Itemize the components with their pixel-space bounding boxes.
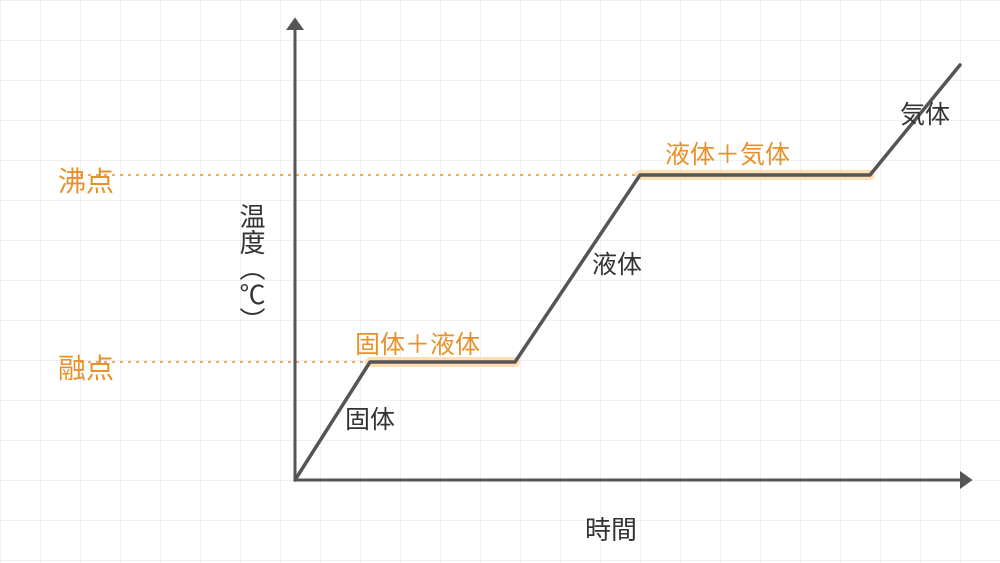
x-axis-arrow	[960, 471, 973, 489]
phase-liquid-text: 液体	[592, 252, 642, 279]
phase-liquid-label: 液体	[592, 245, 642, 281]
phase-solid-liquid-text: 固体＋液体	[355, 332, 480, 359]
y-axis-arrow	[286, 17, 304, 30]
y-axis-label: 温度（℃）	[232, 203, 269, 333]
phase-gas-label: 気体	[900, 95, 950, 131]
phase-liquid-gas-text: 液体＋気体	[665, 142, 790, 169]
boiling-point-label: 沸点	[58, 160, 114, 200]
phase-solid-label: 固体	[345, 400, 395, 436]
melting-point-label: 融点	[58, 347, 114, 387]
phase-solid-liquid-label: 固体＋液体	[355, 325, 480, 361]
phase-gas-text: 気体	[900, 102, 950, 129]
phase-liquid-gas-label: 液体＋気体	[665, 135, 790, 171]
x-axis-text: 時間	[585, 516, 637, 545]
x-axis-label: 時間	[585, 510, 637, 547]
phase-chart	[0, 0, 1000, 563]
y-axis-text: 温度（℃）	[236, 203, 265, 333]
melting-point-text: 融点	[58, 354, 114, 385]
boiling-point-text: 沸点	[58, 167, 114, 198]
phase-solid-text: 固体	[345, 407, 395, 434]
